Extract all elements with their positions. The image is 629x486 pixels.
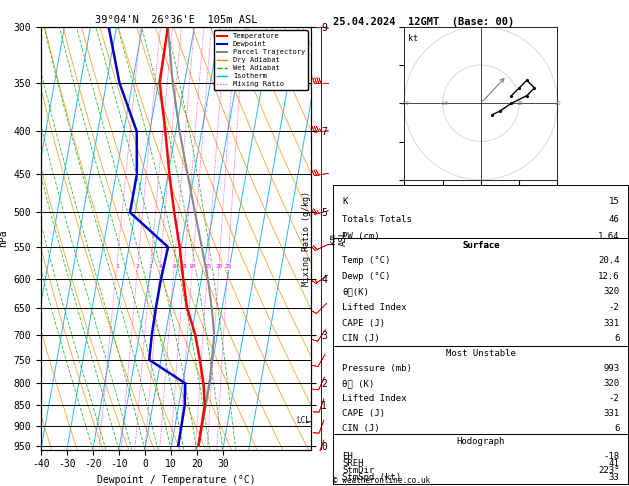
Text: θᴄ(K): θᴄ(K) (342, 288, 369, 296)
Text: 223°: 223° (598, 466, 620, 475)
Text: 33: 33 (609, 473, 620, 482)
Text: Surface: Surface (462, 242, 499, 250)
Text: 25.04.2024  12GMT  (Base: 00): 25.04.2024 12GMT (Base: 00) (333, 17, 515, 27)
Text: 2: 2 (136, 264, 140, 269)
Text: Lifted Index: Lifted Index (342, 394, 407, 403)
Text: kt: kt (408, 35, 418, 43)
Legend: Temperature, Dewpoint, Parcel Trajectory, Dry Adiabat, Wet Adiabat, Isotherm, Mi: Temperature, Dewpoint, Parcel Trajectory… (214, 30, 308, 90)
Text: K: K (342, 197, 348, 206)
Text: -2: -2 (609, 394, 620, 403)
Text: 25: 25 (224, 264, 231, 269)
Text: 6: 6 (172, 264, 176, 269)
Text: EH: EH (342, 452, 353, 461)
Text: Most Unstable: Most Unstable (446, 349, 516, 358)
Text: -2: -2 (609, 303, 620, 312)
Text: Totals Totals: Totals Totals (342, 214, 412, 224)
Text: 15: 15 (204, 264, 211, 269)
Text: CIN (J): CIN (J) (342, 334, 380, 343)
Text: StmSpd (kt): StmSpd (kt) (342, 473, 401, 482)
Text: Temp (°C): Temp (°C) (342, 257, 391, 265)
Text: 41: 41 (609, 459, 620, 468)
Text: SREH: SREH (342, 459, 364, 468)
Text: 10: 10 (516, 101, 523, 106)
Y-axis label: hPa: hPa (0, 229, 8, 247)
Text: PW (cm): PW (cm) (342, 232, 380, 242)
Text: 6: 6 (614, 334, 620, 343)
Text: 331: 331 (603, 409, 620, 418)
Y-axis label: km
ASL: km ASL (328, 230, 348, 246)
Text: CAPE (J): CAPE (J) (342, 409, 385, 418)
Text: -20: -20 (399, 101, 409, 106)
X-axis label: Dewpoint / Temperature (°C): Dewpoint / Temperature (°C) (97, 475, 255, 485)
Text: 8: 8 (182, 264, 186, 269)
Text: -18: -18 (603, 452, 620, 461)
Text: 1.64: 1.64 (598, 232, 620, 242)
Text: 12.6: 12.6 (598, 272, 620, 281)
Text: StmDir: StmDir (342, 466, 374, 475)
Text: 1: 1 (115, 264, 118, 269)
Text: Lifted Index: Lifted Index (342, 303, 407, 312)
Text: 46: 46 (609, 214, 620, 224)
Text: Pressure (mb): Pressure (mb) (342, 364, 412, 373)
Text: 320: 320 (603, 288, 620, 296)
Text: CAPE (J): CAPE (J) (342, 318, 385, 328)
Text: Surface: Surface (462, 242, 499, 250)
Text: 4: 4 (159, 264, 162, 269)
Text: 6: 6 (614, 424, 620, 433)
Text: Dewp (°C): Dewp (°C) (342, 272, 391, 281)
Text: Hodograph: Hodograph (457, 437, 505, 446)
Text: 331: 331 (603, 318, 620, 328)
Text: 993: 993 (603, 364, 620, 373)
Text: -10: -10 (438, 101, 447, 106)
Text: CIN (J): CIN (J) (342, 424, 380, 433)
Text: 15: 15 (609, 197, 620, 206)
Text: θᴄ (K): θᴄ (K) (342, 379, 374, 388)
Text: 20: 20 (554, 101, 560, 106)
Text: 3: 3 (148, 264, 152, 269)
Text: 10: 10 (189, 264, 196, 269)
Text: 20.4: 20.4 (598, 257, 620, 265)
Text: 20: 20 (215, 264, 223, 269)
Title: 39°04'N  26°36'E  105m ASL: 39°04'N 26°36'E 105m ASL (95, 15, 257, 25)
Text: LCL: LCL (297, 417, 311, 425)
Text: © weatheronline.co.uk: © weatheronline.co.uk (333, 476, 430, 485)
Text: Mixing Ratio (g/kg): Mixing Ratio (g/kg) (302, 191, 311, 286)
Text: 320: 320 (603, 379, 620, 388)
